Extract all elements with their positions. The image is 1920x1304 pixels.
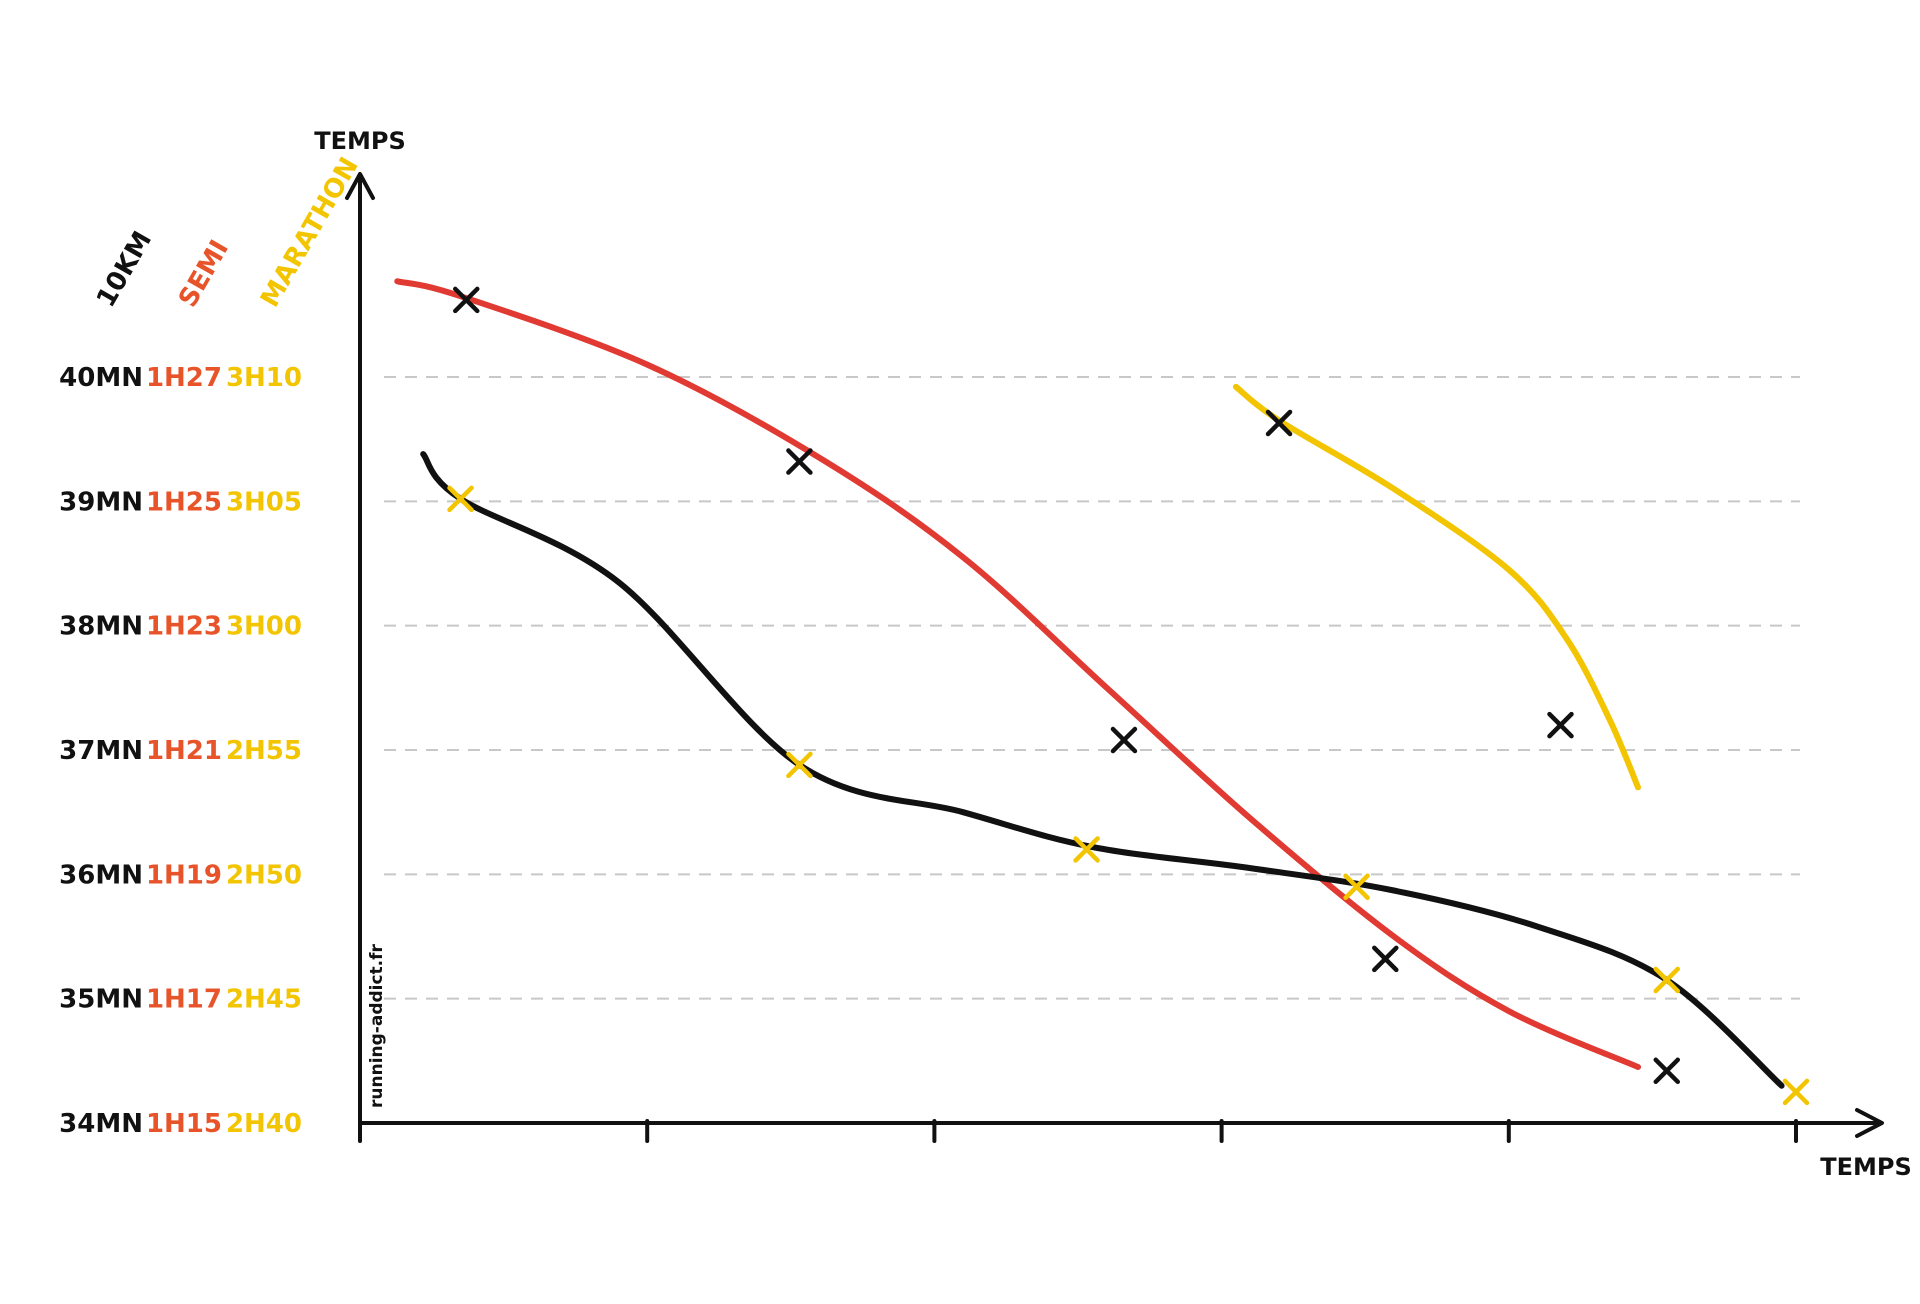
point-stroke (786, 751, 813, 779)
series-2-point (1073, 836, 1100, 863)
y-tick-label: 35MN (59, 985, 143, 1015)
point-stroke (447, 485, 474, 513)
y-tick-label: 1H23 (146, 612, 222, 642)
series-1-point (1110, 726, 1138, 754)
y-tick-label: 1H21 (146, 736, 222, 766)
y-axis-arrow (345, 172, 375, 200)
series-1-point (453, 286, 480, 314)
point-stroke (453, 286, 480, 314)
column-headers: 10KM SEMI MARATHON (91, 152, 365, 312)
series-3-point (1265, 409, 1293, 437)
x-ticks (358, 1119, 1798, 1143)
y-tick-label: 1H19 (146, 860, 222, 890)
grid (384, 376, 1800, 1000)
point-stroke (1265, 409, 1293, 437)
y-tick-label: 1H15 (146, 1109, 222, 1139)
watermark: running-addict.fr (367, 943, 387, 1108)
series-2-point (786, 751, 813, 779)
point-stroke (1547, 711, 1574, 739)
series-3-point (1547, 711, 1574, 739)
y-tick-label: 37MN (59, 736, 143, 766)
y-tick-label: 1H27 (146, 363, 222, 393)
y-axis-title: TEMPS (314, 127, 406, 155)
column-header: SEMI (173, 235, 235, 312)
y-tick-label: 40MN (59, 363, 143, 393)
axes (345, 172, 1884, 1143)
y-tick-label: 2H45 (226, 985, 302, 1015)
point-stroke (1653, 966, 1681, 994)
series-1-point (786, 448, 813, 475)
y-tick-label: 3H00 (226, 612, 302, 642)
point-stroke (786, 448, 813, 475)
point-stroke (1782, 1078, 1810, 1106)
series-2-point (1782, 1078, 1810, 1106)
series (394, 278, 1785, 1089)
y-tick-labels: 34MN 35MN 36MN 37MN 38MN 39MN 40MN 1H15 1H17 1H19… (59, 363, 302, 1139)
markers (447, 286, 1810, 1106)
series-line-2 (420, 451, 1785, 1089)
y-tick-label: 2H50 (226, 860, 302, 890)
y-tick-label: 1H17 (146, 985, 222, 1015)
series-1-point (1653, 1057, 1681, 1085)
column-header: 10KM (91, 226, 158, 312)
y-tick-label: 2H40 (226, 1109, 302, 1139)
y-tick-label: 39MN (59, 487, 143, 517)
series-2-point (1343, 873, 1370, 901)
y-tick-label: 1H25 (146, 487, 222, 517)
y-tick-label: 3H10 (226, 363, 302, 393)
column-header: MARATHON (255, 152, 365, 312)
point-stroke (1653, 1057, 1681, 1085)
y-tick-label: 3H05 (226, 487, 302, 517)
y-tick-label: 34MN (59, 1109, 143, 1139)
point-stroke (1372, 945, 1399, 973)
point-stroke (1073, 836, 1100, 863)
series-1-point (1372, 945, 1399, 973)
y-tick-label: 38MN (59, 612, 143, 642)
point-stroke (1343, 873, 1370, 901)
x-axis-arrow (1855, 1108, 1884, 1138)
series-2-point (447, 485, 474, 513)
series-line-3 (1233, 383, 1641, 791)
y-tick-label: 2H55 (226, 736, 302, 766)
x-axis-title: TEMPS (1820, 1153, 1912, 1181)
y-tick-label: 36MN (59, 860, 143, 890)
point-stroke (1110, 726, 1138, 754)
series-line-1 (394, 278, 1641, 1070)
series-2-point (1653, 966, 1681, 994)
